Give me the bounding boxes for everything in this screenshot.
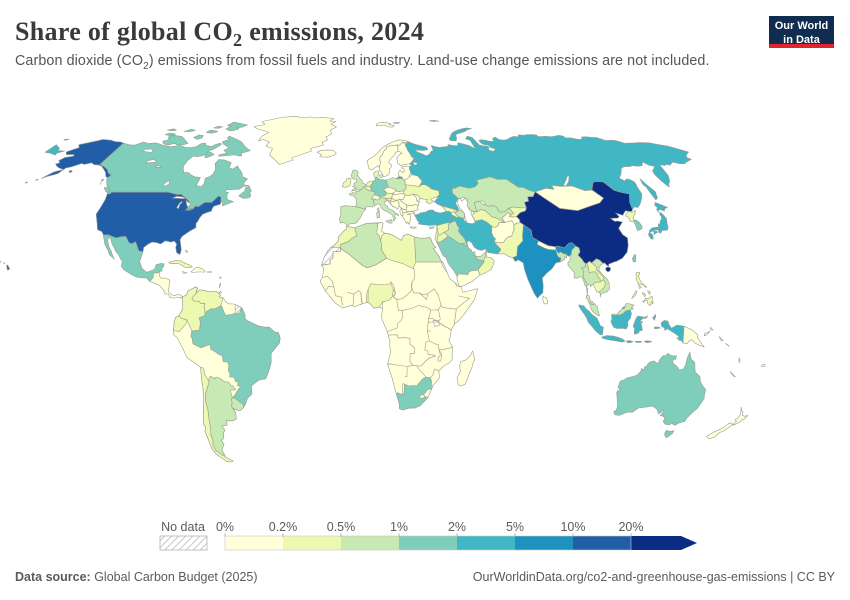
svg-text:2%: 2% <box>448 520 466 534</box>
svg-text:0.5%: 0.5% <box>327 520 356 534</box>
svg-text:No data: No data <box>161 520 205 534</box>
svg-text:10%: 10% <box>560 520 585 534</box>
svg-text:1%: 1% <box>390 520 408 534</box>
svg-text:20%: 20% <box>618 520 643 534</box>
svg-text:5%: 5% <box>506 520 524 534</box>
svg-text:0%: 0% <box>216 520 234 534</box>
svg-text:0.2%: 0.2% <box>269 520 298 534</box>
